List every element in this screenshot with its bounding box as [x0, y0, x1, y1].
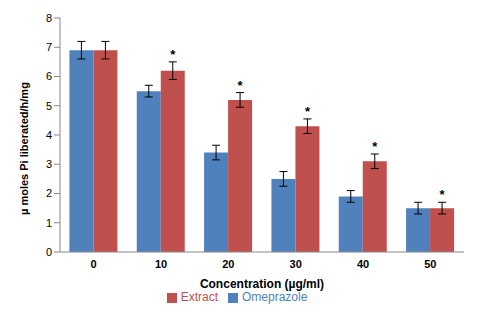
svg-text:*: * — [372, 139, 378, 154]
svg-text:10: 10 — [155, 258, 167, 270]
html-text:Extract: Extract — [180, 290, 218, 304]
svg-text:0: 0 — [91, 258, 97, 270]
svg-text:*: * — [170, 47, 176, 62]
svg-text:2: 2 — [46, 187, 52, 199]
svg-text:7: 7 — [46, 41, 52, 53]
svg-text:5: 5 — [46, 100, 52, 112]
svg-text:3: 3 — [46, 158, 52, 170]
svg-text:*: * — [238, 78, 244, 93]
svg-text:4: 4 — [46, 129, 52, 141]
svg-text:50: 50 — [424, 258, 436, 270]
svg-text:µ moles Pi liberated/h/mg: µ moles Pi liberated/h/mg — [18, 82, 30, 215]
svg-text:1: 1 — [46, 217, 52, 229]
svg-text:*: * — [440, 187, 446, 202]
svg-text:20: 20 — [222, 258, 234, 270]
svg-text:6: 6 — [46, 70, 52, 82]
svg-text:30: 30 — [290, 258, 302, 270]
svg-text:Concentration (µg/ml): Concentration (µg/ml) — [200, 277, 324, 291]
html-text:Omeprazole: Omeprazole — [242, 290, 308, 304]
svg-text:0: 0 — [46, 246, 52, 258]
svg-text:*: * — [305, 104, 311, 119]
svg-text:40: 40 — [357, 258, 369, 270]
svg-text:8: 8 — [46, 12, 52, 24]
